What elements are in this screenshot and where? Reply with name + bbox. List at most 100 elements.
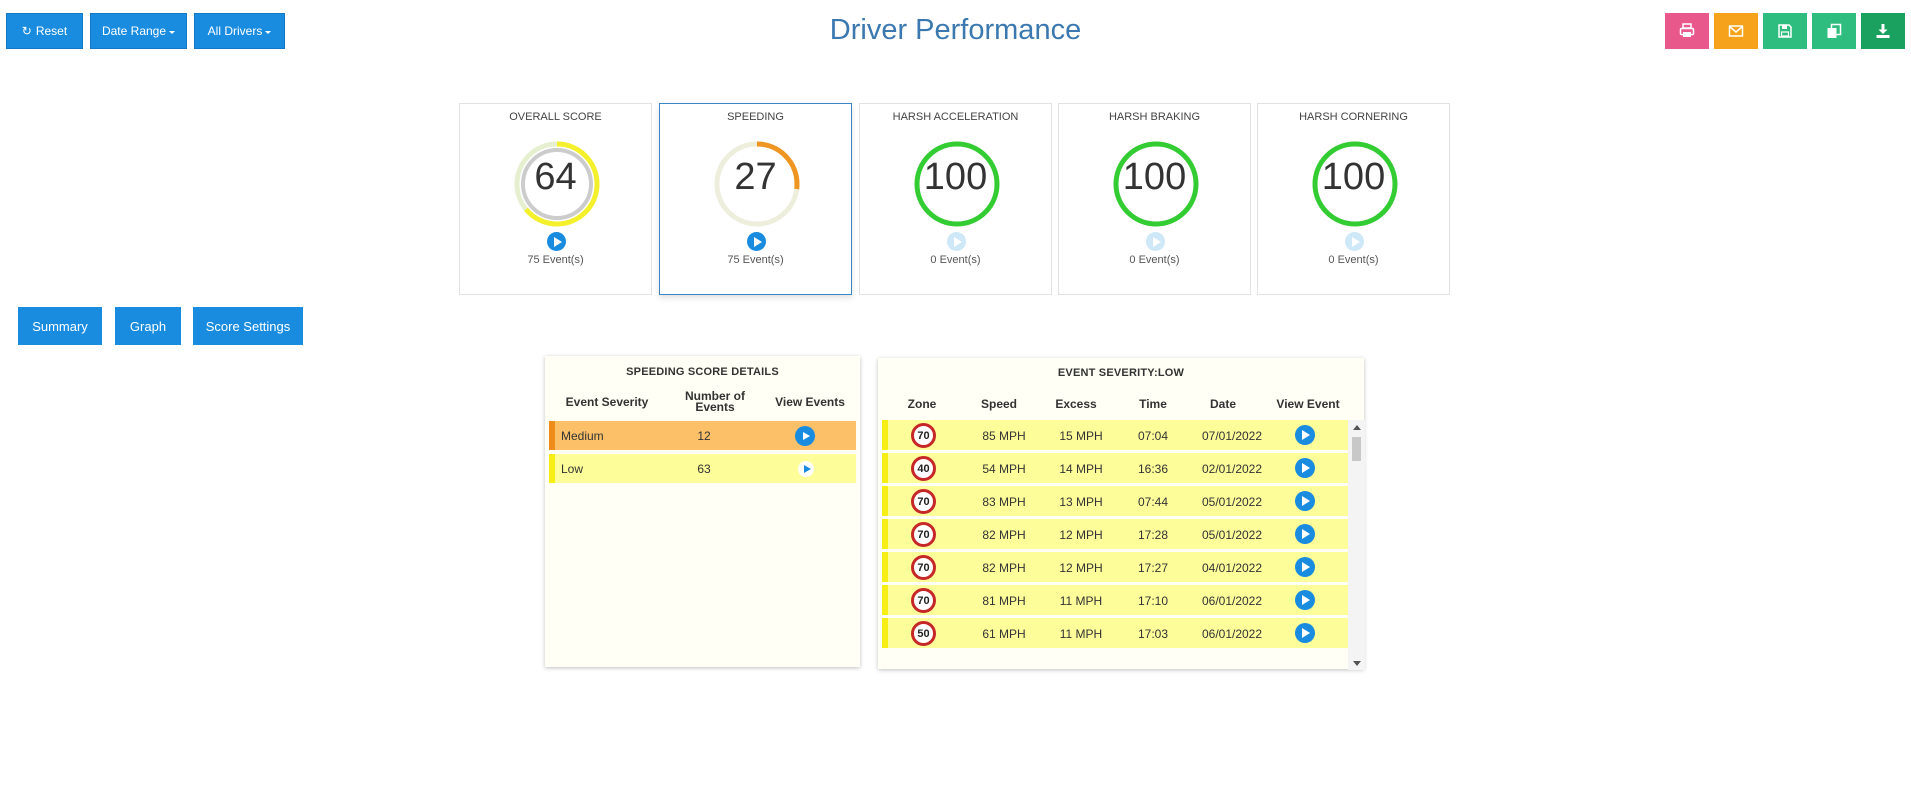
copy-icon	[1827, 23, 1842, 38]
event-date: 05/01/2022	[1201, 495, 1263, 509]
severity-color-bar	[882, 552, 888, 582]
column-header-view: View Events	[775, 395, 845, 409]
all-drivers-label: All Drivers	[207, 24, 263, 38]
severity-row: Medium 12	[549, 421, 856, 450]
severity-row: Low 63	[549, 454, 856, 483]
download-button[interactable]	[1861, 13, 1905, 49]
event-excess: 15 MPH	[1059, 429, 1103, 443]
score-card-overall-score[interactable]: OVERALL SCORE 64 75 Event(s)	[459, 103, 652, 295]
severity-name: Low	[561, 462, 584, 476]
events-scrollbar[interactable]	[1348, 420, 1365, 670]
severity-count: 63	[697, 462, 711, 476]
score-gauge	[514, 141, 600, 227]
tab-summary[interactable]: Summary	[18, 307, 102, 345]
score-card-speeding[interactable]: SPEEDING 27 75 Event(s)	[659, 103, 852, 295]
email-button[interactable]	[1714, 13, 1758, 49]
score-card-harsh-cornering[interactable]: HARSH CORNERING 100 0 Event(s)	[1257, 103, 1450, 295]
event-excess: 13 MPH	[1059, 495, 1103, 509]
event-excess: 12 MPH	[1059, 528, 1103, 542]
panel-title: EVENT SEVERITY:LOW	[1057, 367, 1185, 379]
view-event-play-icon[interactable]	[1295, 590, 1315, 610]
view-events-play-icon[interactable]	[798, 461, 814, 477]
copy-button[interactable]	[1812, 13, 1856, 49]
speeding-score-details-panel: SPEEDING SCORE DETAILS Event Severity Nu…	[545, 356, 860, 667]
save-icon	[1778, 24, 1792, 38]
event-speed: 85 MPH	[982, 429, 1026, 443]
event-time: 07:44	[1137, 495, 1169, 509]
caret-down-icon	[169, 30, 176, 34]
play-icon[interactable]	[547, 232, 566, 251]
event-excess: 11 MPH	[1059, 594, 1103, 608]
score-card-title: HARSH CORNERING	[1299, 111, 1408, 123]
event-date: 05/01/2022	[1201, 528, 1263, 542]
view-event-play-icon[interactable]	[1295, 458, 1315, 478]
severity-color-bar	[882, 486, 888, 516]
column-header-view-event: View Event	[1276, 397, 1340, 411]
column-header-severity: Event Severity	[565, 395, 649, 409]
event-date: 04/01/2022	[1201, 561, 1263, 575]
tab-score-settings[interactable]: Score Settings	[193, 307, 303, 345]
score-gauge	[714, 141, 800, 227]
view-event-play-icon[interactable]	[1295, 623, 1315, 643]
event-date: 06/01/2022	[1201, 594, 1263, 608]
event-excess: 12 MPH	[1059, 561, 1103, 575]
column-header-count: Number of Events	[685, 389, 745, 414]
score-value: 64	[534, 156, 577, 198]
save-button[interactable]	[1763, 13, 1807, 49]
view-event-play-icon[interactable]	[1295, 524, 1315, 544]
event-row: 70 82 MPH 12 MPH 17:27 04/01/2022	[882, 552, 1348, 582]
all-drivers-dropdown[interactable]: All Drivers	[194, 13, 285, 49]
date-range-label: Date Range	[101, 24, 167, 38]
play-icon[interactable]	[1345, 232, 1364, 251]
reset-button[interactable]: ↻ Reset	[6, 13, 83, 49]
score-gauge	[1312, 141, 1398, 227]
play-icon[interactable]	[747, 232, 766, 251]
view-event-play-icon[interactable]	[1295, 425, 1315, 445]
severity-color-bar	[882, 519, 888, 549]
print-button[interactable]	[1665, 13, 1709, 49]
date-range-dropdown[interactable]: Date Range	[90, 13, 187, 49]
events-list: 70 85 MPH 15 MPH 07:04 07/01/2022 40 54 MPH 14 …	[878, 420, 1348, 667]
view-event-play-icon[interactable]	[1295, 557, 1315, 577]
speed-limit-sign-icon: 40	[911, 456, 936, 481]
event-row: 40 54 MPH 14 MPH 16:36 02/01/2022	[882, 453, 1348, 483]
event-date: 06/01/2022	[1201, 627, 1263, 641]
speed-limit-sign-icon: 70	[911, 489, 936, 514]
view-events-play-icon[interactable]	[795, 426, 815, 446]
score-gauge	[914, 141, 1000, 227]
event-row: 50 61 MPH 11 MPH 17:03 06/01/2022	[882, 618, 1348, 648]
event-time: 17:28	[1137, 528, 1169, 542]
event-excess: 11 MPH	[1059, 627, 1103, 641]
play-icon[interactable]	[947, 232, 966, 251]
event-row: 70 81 MPH 11 MPH 17:10 06/01/2022	[882, 585, 1348, 615]
score-card-harsh-acceleration[interactable]: HARSH ACCELERATION 100 0 Event(s)	[859, 103, 1052, 295]
scroll-up-icon[interactable]	[1353, 425, 1361, 430]
score-card-harsh-braking[interactable]: HARSH BRAKING 100 0 Event(s)	[1058, 103, 1251, 295]
severity-count: 12	[697, 429, 711, 443]
play-icon[interactable]	[1146, 232, 1165, 251]
column-header-excess: Excess	[1055, 397, 1097, 411]
event-speed: 61 MPH	[982, 627, 1026, 641]
view-event-play-icon[interactable]	[1295, 491, 1315, 511]
event-count: 75 Event(s)	[727, 254, 784, 266]
event-time: 16:36	[1137, 462, 1169, 476]
event-date: 07/01/2022	[1201, 429, 1263, 443]
column-header-speed: Speed	[980, 397, 1017, 411]
tab-graph[interactable]: Graph	[115, 307, 181, 345]
severity-color-bar	[882, 453, 888, 483]
score-gauge	[1113, 141, 1199, 227]
event-row: 70 83 MPH 13 MPH 07:44 05/01/2022	[882, 486, 1348, 516]
event-speed: 83 MPH	[982, 495, 1026, 509]
event-severity-panel: EVENT SEVERITY:LOW Zone Speed Excess Tim…	[878, 358, 1365, 670]
event-speed: 82 MPH	[982, 528, 1026, 542]
scroll-down-icon[interactable]	[1353, 661, 1361, 666]
speed-limit-sign-icon: 70	[911, 588, 936, 613]
event-count: 0 Event(s)	[1129, 254, 1180, 266]
panel-title: SPEEDING SCORE DETAILS	[626, 366, 779, 378]
score-card-title: HARSH BRAKING	[1108, 111, 1201, 123]
caret-down-icon	[265, 30, 272, 34]
print-icon	[1679, 23, 1695, 37]
event-speed: 81 MPH	[982, 594, 1026, 608]
score-card-title: HARSH ACCELERATION	[892, 111, 1019, 123]
scroll-thumb[interactable]	[1352, 437, 1361, 461]
